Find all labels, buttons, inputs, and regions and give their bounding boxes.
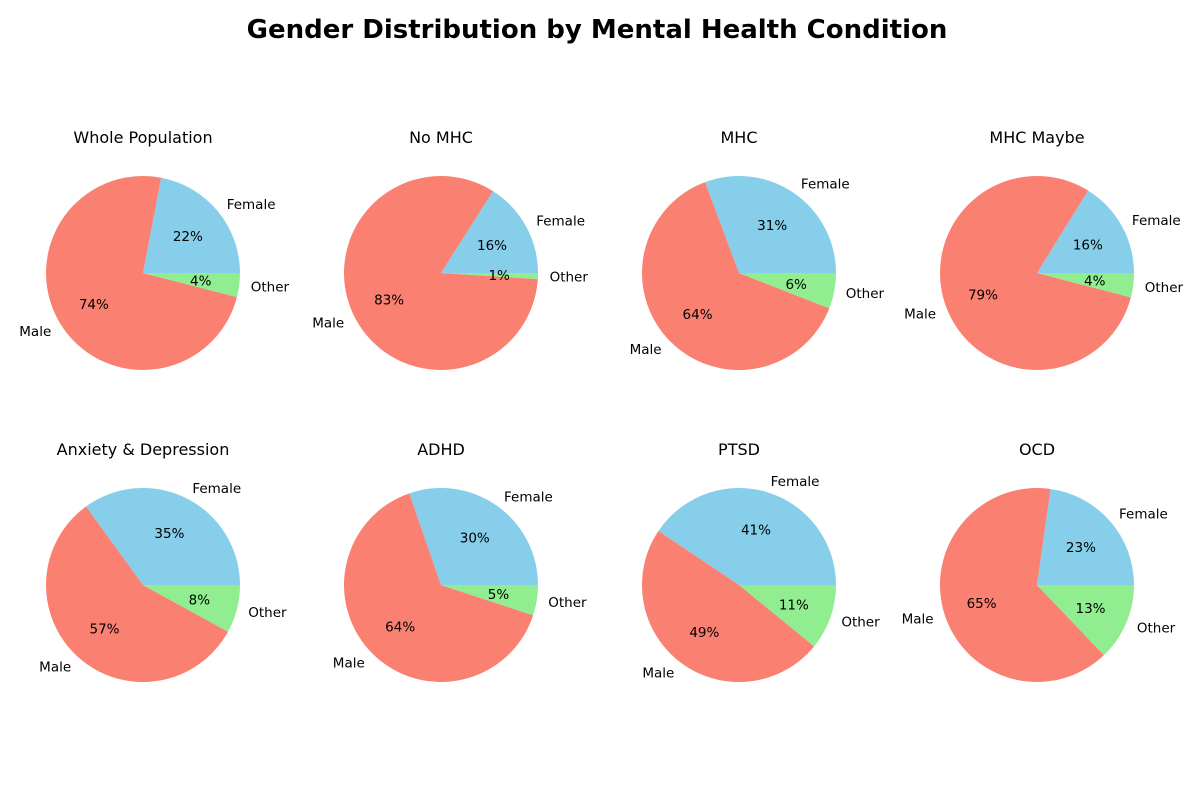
pct-label-mhc-maybe-other: 4% xyxy=(1084,273,1106,289)
slice-whole-population-female xyxy=(143,177,240,273)
figure-title: Gender Distribution by Mental Health Con… xyxy=(247,15,948,45)
pie-ocd: OCD Female 23% Male 65% Other 13% xyxy=(902,440,1176,683)
slice-anxiety-and-depression-male xyxy=(45,506,228,683)
slice-label-ptsd-female: Female xyxy=(771,474,820,490)
pie-title-mhc: MHC xyxy=(720,128,757,147)
slice-adhd-other xyxy=(441,585,539,616)
pie-title-anxiety-and-depression: Anxiety & Depression xyxy=(57,440,230,459)
slice-label-anxiety-and-depression-other: Other xyxy=(248,605,287,621)
slice-label-whole-population-male: Male xyxy=(19,324,51,340)
slice-ptsd-female xyxy=(658,487,837,585)
pct-label-whole-population-other: 4% xyxy=(190,273,212,289)
slice-label-no-mhc-male: Male xyxy=(312,315,344,331)
pie-title-mhc-maybe: MHC Maybe xyxy=(989,128,1084,147)
slice-label-mhc-male: Male xyxy=(630,342,662,358)
slice-ptsd-other xyxy=(739,585,836,647)
pie-mhc-maybe: MHC Maybe Female 16% Male 79% Other 4% xyxy=(904,128,1184,371)
slice-ocd-other xyxy=(1037,585,1134,656)
slice-label-ptsd-male: Male xyxy=(642,665,674,681)
slice-label-ocd-male: Male xyxy=(902,611,934,627)
slice-label-anxiety-and-depression-female: Female xyxy=(192,481,241,497)
pct-label-no-mhc-female: 16% xyxy=(477,238,507,254)
pie-adhd: ADHD Female 30% Male 64% Other 5% xyxy=(333,440,587,682)
pct-label-adhd-other: 5% xyxy=(488,587,510,603)
slice-label-whole-population-female: Female xyxy=(227,197,276,213)
pie-no-mhc: No MHC Female 16% Male 83% Other 1% xyxy=(312,128,588,370)
slice-adhd-male xyxy=(344,493,534,682)
pct-label-ptsd-female: 41% xyxy=(741,522,771,538)
pct-label-no-mhc-male: 83% xyxy=(374,292,404,308)
slice-label-adhd-other: Other xyxy=(548,595,587,611)
pies-layer: Whole Population Female 22% Male 74% Other 4% N… xyxy=(19,128,1184,683)
slice-mhc-maybe-female xyxy=(1037,190,1134,273)
pct-label-ocd-other: 13% xyxy=(1076,601,1106,617)
pct-label-ptsd-other: 11% xyxy=(779,598,809,614)
pie-title-adhd: ADHD xyxy=(417,440,465,459)
slice-label-ocd-female: Female xyxy=(1119,507,1168,523)
slice-label-adhd-female: Female xyxy=(504,490,553,506)
pie-title-ptsd: PTSD xyxy=(718,440,760,459)
slice-label-whole-population-other: Other xyxy=(251,280,290,296)
pct-label-anxiety-and-depression-male: 57% xyxy=(90,622,120,638)
pie-title-ocd: OCD xyxy=(1019,440,1055,459)
pie-mhc: MHC Female 31% Male 64% Other 6% xyxy=(630,128,885,371)
slice-mhc-maybe-male xyxy=(939,176,1131,371)
pct-label-mhc-other: 6% xyxy=(785,277,807,293)
slice-whole-population-other xyxy=(143,273,240,298)
slice-ptsd-male xyxy=(641,530,815,683)
slice-ocd-female xyxy=(1037,488,1134,585)
slice-label-mhc-maybe-female: Female xyxy=(1132,213,1181,229)
pct-label-no-mhc-other: 1% xyxy=(488,268,510,284)
pct-label-mhc-maybe-male: 79% xyxy=(968,288,998,304)
slice-mhc-maybe-other xyxy=(1037,273,1134,298)
pie-anxiety-and-depression: Anxiety & Depression Female 35% Male 57% Othe… xyxy=(39,440,287,683)
pie-title-no-mhc: No MHC xyxy=(409,128,473,147)
slice-label-mhc-other: Other xyxy=(846,286,885,302)
slice-no-mhc-female xyxy=(441,191,538,273)
pct-label-adhd-female: 30% xyxy=(460,531,490,547)
pct-label-ocd-female: 23% xyxy=(1066,540,1096,556)
slice-label-ocd-other: Other xyxy=(1137,621,1176,637)
slice-label-adhd-male: Male xyxy=(333,655,365,671)
slice-ocd-male xyxy=(939,488,1104,683)
pct-label-mhc-female: 31% xyxy=(757,218,787,234)
pct-label-whole-population-female: 22% xyxy=(173,229,203,245)
slice-mhc-other xyxy=(739,273,836,309)
slice-label-no-mhc-female: Female xyxy=(536,214,585,230)
pct-label-anxiety-and-depression-female: 35% xyxy=(154,526,184,542)
slice-mhc-female xyxy=(705,176,836,273)
slice-whole-population-male xyxy=(45,176,237,371)
pct-label-whole-population-male: 74% xyxy=(79,297,109,313)
slice-no-mhc-other xyxy=(441,273,538,280)
slice-anxiety-and-depression-female xyxy=(85,488,240,585)
pct-label-ptsd-male: 49% xyxy=(689,625,719,641)
pct-label-ocd-male: 65% xyxy=(967,596,997,612)
pie-title-whole-population: Whole Population xyxy=(73,128,212,147)
slice-label-ptsd-other: Other xyxy=(841,614,880,630)
pct-label-anxiety-and-depression-other: 8% xyxy=(189,592,211,608)
pie-ptsd: PTSD Female 41% Male 49% Other 11% xyxy=(641,440,880,683)
pct-label-mhc-maybe-female: 16% xyxy=(1073,238,1103,254)
slice-mhc-male xyxy=(641,182,830,371)
slice-label-no-mhc-other: Other xyxy=(550,269,589,285)
pie-whole-population: Whole Population Female 22% Male 74% Other 4% xyxy=(19,128,290,371)
slice-anxiety-and-depression-other xyxy=(143,585,240,632)
slice-no-mhc-male xyxy=(344,175,538,370)
slice-label-anxiety-and-depression-male: Male xyxy=(39,659,71,675)
slice-label-mhc-maybe-other: Other xyxy=(1145,280,1184,296)
slice-label-mhc-maybe-male: Male xyxy=(904,306,936,322)
slice-adhd-female xyxy=(409,487,538,585)
slice-label-mhc-female: Female xyxy=(801,177,850,193)
pct-label-adhd-male: 64% xyxy=(385,619,415,635)
pct-label-mhc-male: 64% xyxy=(683,307,713,323)
